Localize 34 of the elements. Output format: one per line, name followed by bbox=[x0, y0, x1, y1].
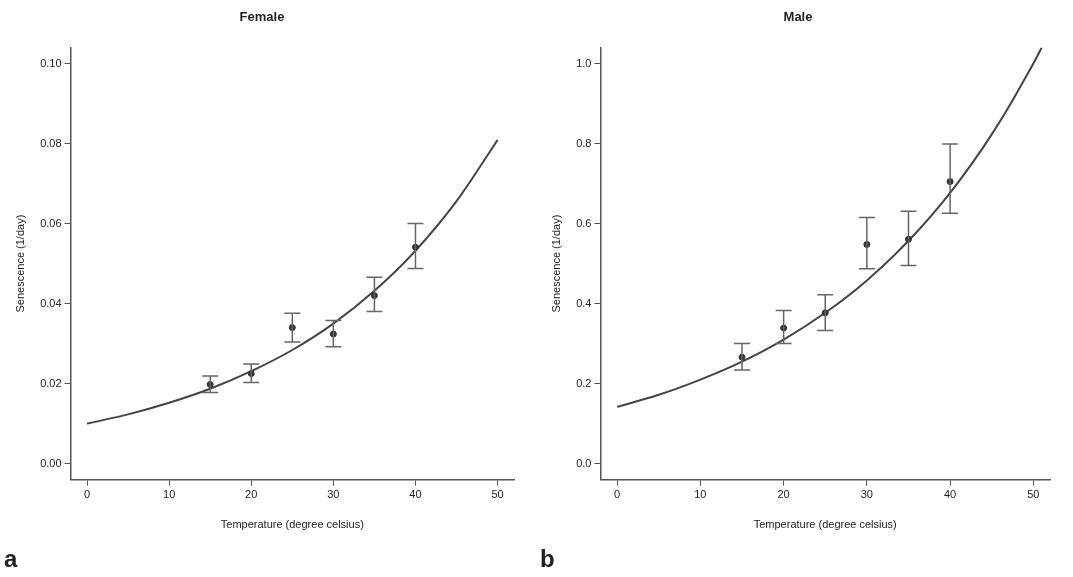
x-tick-label: 0 bbox=[614, 488, 621, 501]
x-tick-label: 0 bbox=[83, 488, 91, 501]
chart-title: Male bbox=[783, 9, 813, 25]
text: a bbox=[4, 545, 18, 573]
x-tick-label: 40 bbox=[943, 488, 957, 501]
x-tick-label: 50 bbox=[491, 488, 504, 501]
y-tick-label: 0.8 bbox=[576, 136, 592, 149]
x-tick-label: 30 bbox=[860, 488, 873, 501]
y-tick-label: 0.04 bbox=[40, 296, 62, 309]
y-tick-label: 0.00 bbox=[40, 456, 62, 469]
x-tick-label: 30 bbox=[327, 488, 340, 501]
x-axis-title: Temperature (degree celsius) bbox=[220, 518, 364, 531]
y-tick-label: 0.0 bbox=[576, 456, 592, 469]
y-axis-title: Senescence (1/day) bbox=[549, 214, 562, 313]
x-axis-title: Temperature (degree celsius) bbox=[753, 518, 897, 531]
y-tick-label: 0.02 bbox=[40, 376, 62, 389]
y-tick-label: 0.08 bbox=[40, 136, 62, 149]
x-tick-label: 10 bbox=[163, 488, 176, 501]
y-tick-label: 0.10 bbox=[40, 56, 62, 69]
y-axis-title: Senescence (1/day) bbox=[13, 214, 26, 313]
x-tick-label: 50 bbox=[1027, 488, 1040, 501]
line-series bbox=[616, 47, 1043, 408]
x-tick-label: 20 bbox=[245, 488, 258, 501]
chart-title: Female bbox=[239, 9, 285, 25]
y-tick-label: 1.0 bbox=[576, 56, 592, 69]
line-series bbox=[86, 139, 499, 425]
y-tick-label: 0.6 bbox=[576, 216, 592, 229]
x-tick-label: 10 bbox=[694, 488, 707, 501]
y-tick-label: 0.4 bbox=[576, 296, 592, 309]
x-tick-label: 20 bbox=[777, 488, 790, 501]
x-tick-label: 40 bbox=[409, 488, 422, 501]
y-tick-label: 0.2 bbox=[576, 376, 592, 389]
text: b bbox=[540, 545, 555, 573]
y-tick-label: 0.06 bbox=[40, 216, 62, 229]
